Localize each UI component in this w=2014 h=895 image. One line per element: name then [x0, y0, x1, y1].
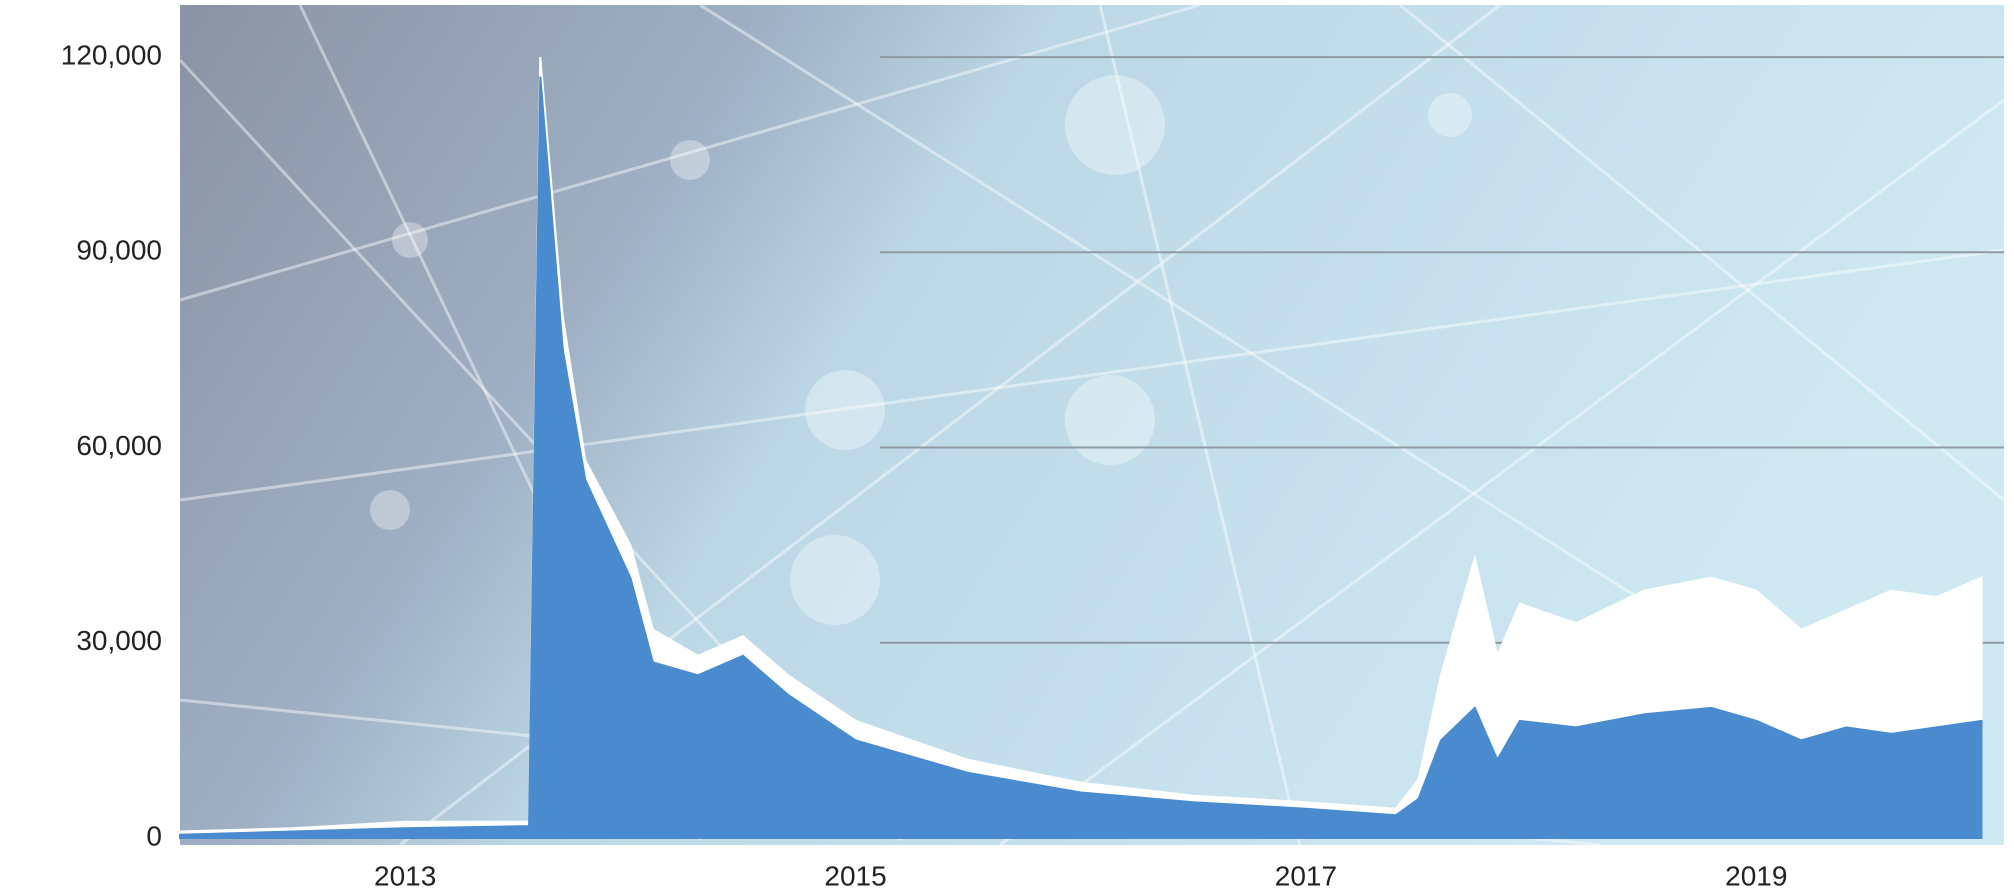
- x-tick-label: 2019: [1725, 860, 1787, 891]
- y-tick-label: 120,000: [61, 39, 162, 70]
- area: [179, 76, 1983, 839]
- y-tick-label: 0: [146, 820, 162, 851]
- y-tick-label: 30,000: [76, 625, 162, 656]
- y-tick-label: 60,000: [76, 430, 162, 461]
- x-tick-label: 2015: [824, 860, 886, 891]
- x-tick-label: 2013: [374, 860, 436, 891]
- y-tick-label: 90,000: [76, 235, 162, 266]
- x-tick-label: 2017: [1275, 860, 1337, 891]
